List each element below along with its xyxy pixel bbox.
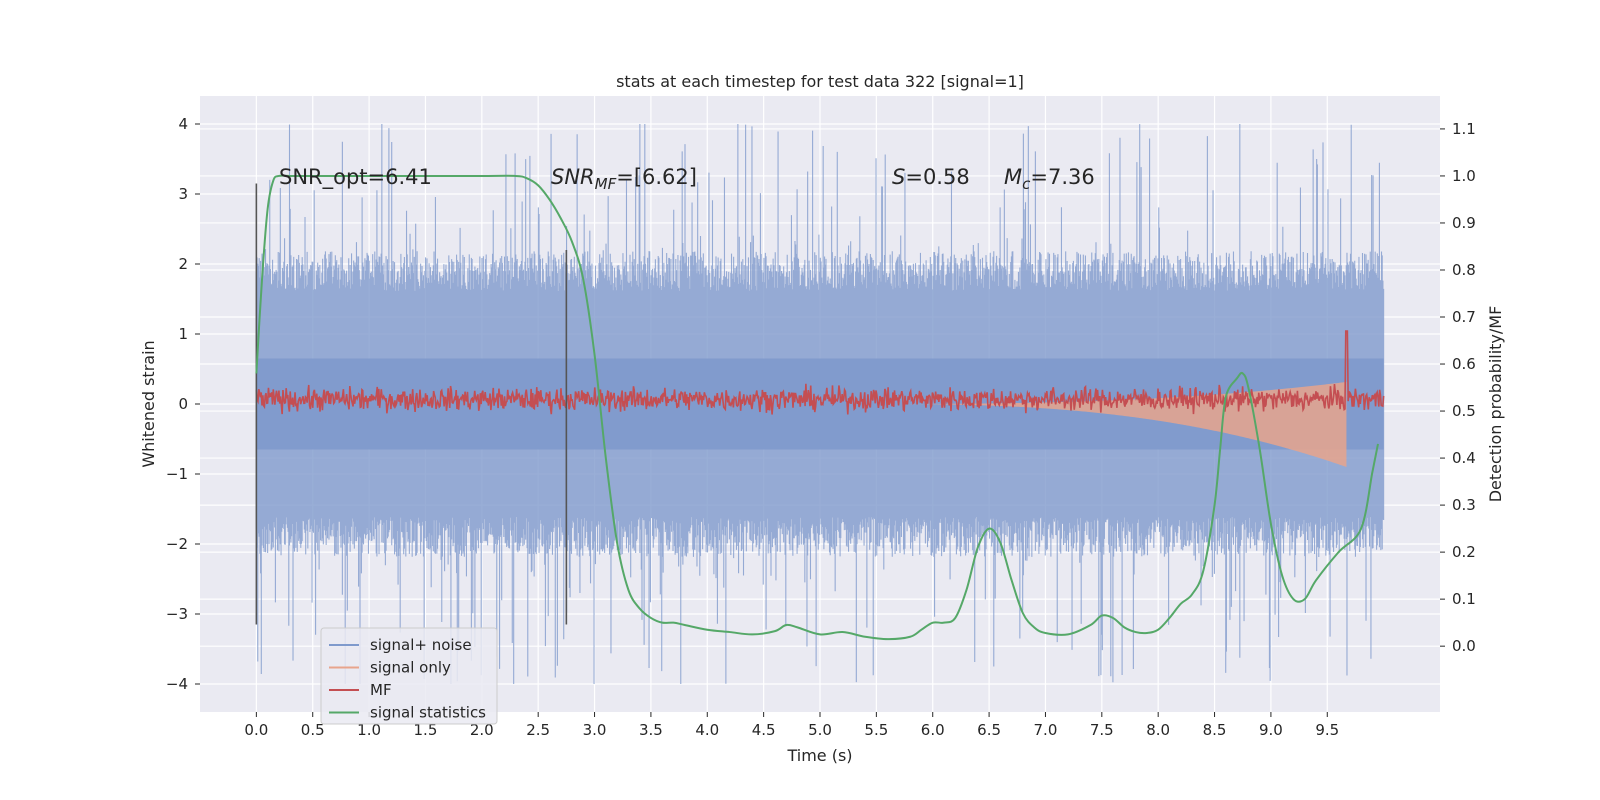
y2-tick-label-11: 1.1	[1452, 120, 1476, 138]
x-tick-label-4: 2.0	[470, 721, 494, 739]
annotation-snr-mf: SNRMF=[6.62]	[551, 165, 697, 193]
y2-axis-label: Detection probability/MF	[1486, 306, 1505, 503]
y-tick-label-4: 0	[178, 395, 188, 413]
y2-tick-label-6: 0.6	[1452, 355, 1476, 373]
x-tick-label-5: 2.5	[526, 721, 550, 739]
mf-trace	[255, 330, 1385, 415]
x-tick-label-8: 4.0	[695, 721, 719, 739]
legend-box	[320, 627, 498, 725]
annotation-snr-mf-value: =[6.62]	[616, 165, 697, 189]
y2-tick-label-1: 0.1	[1452, 590, 1476, 608]
y2-tick-label-8: 0.8	[1452, 261, 1476, 279]
annotation-snr-mf-prefix: SNR	[551, 165, 595, 189]
annotation-s-value: =0.58	[905, 165, 969, 189]
x-tick-label-2: 1.0	[357, 721, 381, 739]
y2-tick-label-5: 0.5	[1452, 402, 1476, 420]
legend-label-1: signal only	[370, 659, 451, 677]
y-tick-label-7: 3	[178, 185, 188, 203]
y-tick-label-0: −4	[166, 675, 188, 693]
x-tick-label-12: 6.0	[921, 721, 945, 739]
x-tick-label-14: 7.0	[1034, 721, 1058, 739]
annotation-mc-sub: c	[1022, 175, 1031, 193]
x-tick-label-13: 6.5	[977, 721, 1001, 739]
y-tick-label-1: −3	[166, 605, 188, 623]
annotation-snr-mf-sub: MF	[595, 175, 617, 193]
x-axis-label: Time (s)	[786, 746, 852, 765]
x-tick-label-0: 0.0	[244, 721, 268, 739]
annotation-snr-opt: SNR_opt=6.41	[279, 165, 432, 190]
x-tick-label-15: 7.5	[1090, 721, 1114, 739]
y2-tick-label-9: 0.9	[1452, 214, 1476, 232]
x-axis-ticks: 0.0 0.5 1.0 1.5 2.0 2.5 3.0 3.5 4.0 4.5 5.0 5.5 6.0 6…	[244, 712, 1339, 739]
legend-items: signal+ noise signal only MF signal statist…	[329, 636, 486, 722]
y2-tick-label-10: 1.0	[1452, 167, 1476, 185]
legend-label-2: MF	[370, 681, 392, 699]
y-tick-label-2: −2	[166, 535, 188, 553]
x-tick-label-7: 3.5	[639, 721, 663, 739]
series-mf	[255, 330, 1385, 415]
y2-tick-label-0: 0.0	[1452, 637, 1476, 655]
y2-tick-label-3: 0.3	[1452, 496, 1476, 514]
legend: signal+ noise signal only MF signal statist…	[320, 627, 498, 725]
y-tick-label-3: −1	[166, 465, 188, 483]
annotation-mc: Mc=7.36	[1004, 165, 1095, 193]
y2-axis-ticks: 0.0 0.1 0.2 0.3 0.4 0.5 0.6 0.7 0.8 0.9 1.0 1.1	[1440, 120, 1476, 655]
signal-statistics-line	[255, 174, 1379, 641]
x-tick-label-16: 8.0	[1146, 721, 1170, 739]
annotation-s-symbol: S	[892, 165, 905, 189]
x-tick-label-3: 1.5	[414, 721, 438, 739]
y-tick-label-6: 2	[178, 255, 188, 273]
x-tick-label-6: 3.0	[583, 721, 607, 739]
y-axis-ticks: −4 −3 −2 −1 0 1 2 3 4	[166, 115, 200, 693]
annotation-s: S=0.58	[892, 165, 970, 189]
x-tick-label-10: 5.0	[808, 721, 832, 739]
x-tick-label-1: 0.5	[301, 721, 325, 739]
x-tick-label-9: 4.5	[752, 721, 776, 739]
annotation-mc-value: =7.36	[1030, 165, 1094, 189]
x-tick-label-18: 9.0	[1259, 721, 1283, 739]
y2-tick-label-7: 0.7	[1452, 308, 1476, 326]
y-tick-label-5: 1	[178, 325, 188, 343]
legend-label-0: signal+ noise	[370, 636, 472, 654]
y-axis-label: Whitened strain	[139, 340, 158, 467]
y2-tick-label-2: 0.2	[1452, 543, 1476, 561]
y-tick-label-8: 4	[178, 115, 188, 133]
y2-tick-label-4: 0.4	[1452, 449, 1476, 467]
x-tick-label-17: 8.5	[1203, 721, 1227, 739]
chart-title: stats at each timestep for test data 322…	[616, 72, 1024, 91]
x-tick-label-19: 9.5	[1315, 721, 1339, 739]
series-signal-statistics	[255, 174, 1379, 641]
vertical-markers	[255, 183, 568, 625]
annotation-mc-symbol: M	[1004, 165, 1022, 189]
legend-label-3: signal statistics	[370, 704, 486, 722]
x-tick-label-11: 5.5	[864, 721, 888, 739]
